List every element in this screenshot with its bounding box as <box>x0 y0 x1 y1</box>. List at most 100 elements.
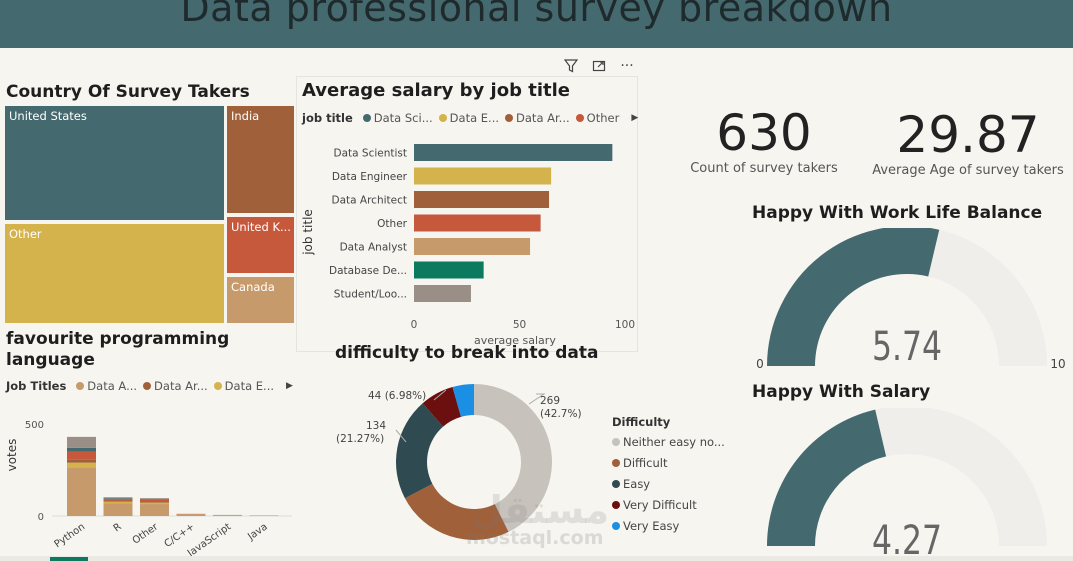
stacked-bar-segment[interactable] <box>213 515 242 516</box>
stacked-bar-segment[interactable] <box>140 499 169 502</box>
x-tick-label: Other <box>131 521 161 547</box>
salary-bar[interactable] <box>414 144 613 161</box>
y-tick-label: Student/Loo... <box>334 289 407 301</box>
languages-title-line2: language <box>6 350 95 370</box>
salary-card <box>296 76 638 352</box>
stacked-bar-segment[interactable] <box>140 498 169 500</box>
stacked-bar-segment[interactable] <box>249 515 279 516</box>
kpi-age-value: 29.87 <box>896 106 1040 164</box>
legend-item[interactable]: Data E... <box>449 111 500 125</box>
stacked-bar-segment[interactable] <box>67 451 96 460</box>
salary-bar-chart: Data Scientist Data Engineer Data Architec… <box>301 144 635 347</box>
legend-dot <box>213 382 222 390</box>
languages-legend: Job Titles Data A... Data Ar... Data E..… <box>6 379 293 393</box>
donut-leader-line <box>395 429 407 443</box>
more-options-icon[interactable]: ··· <box>620 58 634 74</box>
stacked-bar-segment[interactable] <box>140 504 169 516</box>
stacked-bar-segment[interactable] <box>67 447 96 452</box>
legend-next-arrow-icon[interactable]: ▶ <box>286 381 293 391</box>
stacked-bar-segment[interactable] <box>103 498 133 500</box>
legend-dot <box>76 382 85 390</box>
legend-item[interactable]: Very Easy <box>612 519 725 540</box>
difficulty-title: difficulty to break into data <box>335 343 599 363</box>
tile-label: United K... <box>231 220 291 234</box>
legend-dot <box>612 459 620 467</box>
stacked-bar-segment[interactable] <box>67 462 96 468</box>
legend-item[interactable]: Neither easy no... <box>612 435 725 456</box>
y-tick-label: Database De... <box>329 265 407 277</box>
legend-label: Easy <box>623 477 651 491</box>
legend-item[interactable]: Data Ar... <box>516 111 570 125</box>
kpi-count-value: 630 <box>716 104 812 162</box>
stacked-bar-segment[interactable] <box>140 499 169 500</box>
donut-slice[interactable] <box>452 384 474 417</box>
legend-item[interactable]: Easy <box>612 477 725 498</box>
x-tick-label: Java <box>245 521 269 543</box>
salary-bar[interactable] <box>414 285 471 302</box>
stacked-bar-segment[interactable] <box>103 499 133 501</box>
watermark-text: mostaql.com <box>466 527 604 549</box>
salary-bar[interactable] <box>414 214 541 232</box>
donut-data-label: (21.27%) <box>336 433 384 445</box>
treemap-tile-united-states[interactable]: United States <box>5 106 226 222</box>
page-title: Data professional survey breakdown <box>180 0 893 30</box>
x-tick-label: 0 <box>411 319 418 331</box>
stacked-bar-segment[interactable] <box>140 502 169 505</box>
legend-dot <box>362 114 371 122</box>
treemap-tile-united-kingdom[interactable]: United K... <box>227 217 294 275</box>
treemap-tile-canada[interactable]: Canada <box>227 277 294 323</box>
legend-item[interactable]: Data E... <box>224 379 275 393</box>
salary-bar[interactable] <box>414 238 531 255</box>
legend-dot <box>438 114 447 122</box>
x-tick-label: 50 <box>513 319 526 331</box>
y-tick-label: 0 <box>38 512 44 523</box>
stacked-bar-segment[interactable] <box>103 501 133 504</box>
legend-next-arrow-icon[interactable]: ▶ <box>631 113 639 123</box>
gauge-value: 4.27 <box>872 518 942 561</box>
donut-leader-line <box>528 393 546 405</box>
salary-bar[interactable] <box>414 261 484 279</box>
stacked-bar-segment[interactable] <box>67 467 96 516</box>
legend-item[interactable]: Very Difficult <box>612 498 725 519</box>
treemap-tile-india[interactable]: India <box>227 106 294 215</box>
legend-item[interactable]: Other <box>586 111 620 125</box>
stacked-bar-segment[interactable] <box>103 497 133 499</box>
stacked-bar-segment[interactable] <box>67 459 96 463</box>
treemap-tile-other[interactable]: Other <box>5 224 226 323</box>
donut-slice[interactable] <box>474 384 552 532</box>
y-tick-label: Data Analyst <box>340 242 407 254</box>
donut-slice[interactable] <box>404 483 509 540</box>
y-tick-label: Data Architect <box>332 195 408 207</box>
salary-bar[interactable] <box>414 167 552 185</box>
legend-dot <box>612 480 620 488</box>
gauge-min-label: 0 <box>756 357 764 371</box>
languages-title-line1: favourite programming <box>6 329 230 349</box>
difficulty-legend: Difficulty Neither easy no... Difficult … <box>612 415 725 540</box>
salary-bar[interactable] <box>414 191 550 208</box>
stacked-bar-segment[interactable] <box>103 503 133 516</box>
donut-slice[interactable] <box>396 403 444 499</box>
stacked-bar-segment[interactable] <box>103 500 133 502</box>
legend-item[interactable]: Data Sci... <box>373 111 433 125</box>
stacked-bar-segment[interactable] <box>176 514 206 516</box>
legend-item[interactable]: Data Ar... <box>154 379 208 393</box>
kpi-age-label: Average Age of survey takers <box>872 163 1064 178</box>
legend-label: Neither easy no... <box>623 435 725 449</box>
legend-item[interactable]: Difficult <box>612 456 725 477</box>
legend-label: Difficult <box>623 456 668 470</box>
legend-dot <box>612 438 620 446</box>
y-tick-label: Other <box>377 218 407 230</box>
donut-slice[interactable] <box>422 387 462 427</box>
tile-label: United States <box>9 109 87 123</box>
donut-data-label: (42.7%) <box>540 408 582 420</box>
salary-legend: job title Data Sci... Data E... Data Ar.… <box>302 111 638 125</box>
stacked-bar-segment[interactable] <box>67 436 96 448</box>
languages-title: favourite programming language <box>6 329 229 371</box>
legend-item[interactable]: Data A... <box>87 379 138 393</box>
legend-dot <box>612 501 620 509</box>
filter-icon[interactable] <box>560 56 582 76</box>
stacked-bar-segment[interactable] <box>140 501 169 503</box>
focus-mode-icon[interactable] <box>588 56 610 76</box>
active-page-tab[interactable] <box>50 557 88 561</box>
